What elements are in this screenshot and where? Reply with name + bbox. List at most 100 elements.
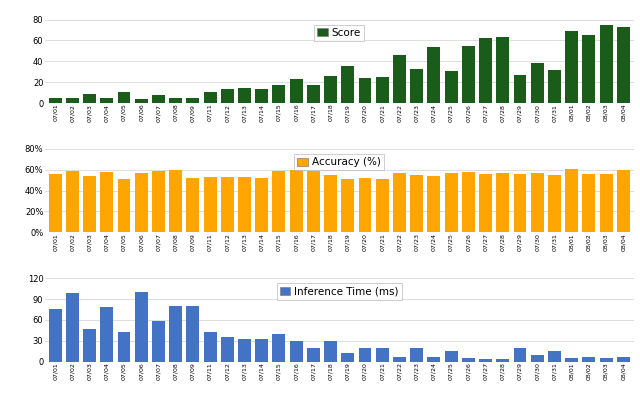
Bar [152,171,165,232]
Bar [273,171,285,232]
Bar [410,175,423,232]
Bar [186,178,199,232]
Legend: Score: Score [314,25,364,41]
Bar [428,176,440,232]
Bar [135,173,148,232]
Bar [445,351,458,362]
Bar [617,357,630,362]
Bar [83,176,96,232]
Bar [410,348,423,362]
Bar [273,85,285,103]
Bar [462,172,475,232]
Bar [118,92,131,103]
Bar [307,171,320,232]
Bar [565,31,578,103]
Bar [118,332,131,362]
Bar [600,174,612,232]
Bar [582,174,595,232]
Bar [548,175,561,232]
Bar [221,177,234,232]
Bar [428,47,440,103]
Bar [49,309,61,362]
Bar [341,179,355,232]
Bar [445,173,458,232]
Bar [479,359,492,362]
Bar [358,348,371,362]
Bar [238,177,251,232]
Bar [238,339,251,362]
Bar [66,98,79,103]
Bar [135,292,148,362]
Bar [341,353,355,362]
Bar [204,332,216,362]
Bar [358,78,371,103]
Bar [531,173,543,232]
Bar [531,354,543,362]
Bar [428,357,440,362]
Bar [496,173,509,232]
Bar [221,337,234,362]
Bar [49,98,61,103]
Bar [118,179,131,232]
Bar [462,46,475,103]
Bar [496,37,509,103]
Bar [307,348,320,362]
Bar [290,341,303,362]
Bar [307,85,320,103]
Legend: Accuracy (%): Accuracy (%) [294,154,384,171]
Bar [135,99,148,103]
Bar [410,69,423,103]
Bar [548,70,561,103]
Bar [238,88,251,103]
Bar [445,71,458,103]
Bar [221,90,234,103]
Bar [376,179,388,232]
Bar [255,178,268,232]
Bar [100,307,113,362]
Bar [513,348,527,362]
Bar [479,174,492,232]
Bar [462,358,475,362]
Bar [324,341,337,362]
Bar [169,170,182,232]
Bar [617,170,630,232]
Bar [513,75,527,103]
Bar [324,175,337,232]
Bar [376,348,388,362]
Bar [83,329,96,362]
Bar [582,357,595,362]
Bar [341,66,355,103]
Bar [152,321,165,362]
Bar [290,79,303,103]
Bar [204,92,216,103]
Bar [600,358,612,362]
Bar [169,306,182,362]
Bar [513,174,527,232]
Bar [83,94,96,103]
Bar [273,334,285,362]
Bar [393,173,406,232]
Bar [100,172,113,232]
Bar [393,55,406,103]
Legend: Inference Time (ms): Inference Time (ms) [276,283,402,299]
Bar [100,98,113,103]
Bar [49,174,61,232]
Bar [617,27,630,103]
Bar [66,294,79,362]
Bar [496,359,509,362]
Bar [479,39,492,103]
Bar [548,351,561,362]
Bar [358,178,371,232]
Bar [204,177,216,232]
Bar [290,170,303,232]
Bar [376,77,388,103]
Bar [600,25,612,103]
Bar [66,171,79,232]
Bar [565,169,578,232]
Bar [255,90,268,103]
Bar [393,357,406,362]
Bar [582,35,595,103]
Bar [324,76,337,103]
Bar [255,339,268,362]
Bar [186,98,199,103]
